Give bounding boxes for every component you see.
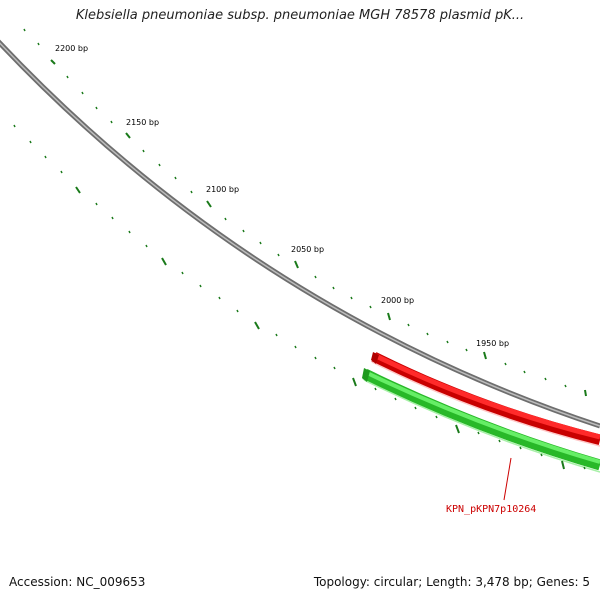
forward-feature[interactable] <box>371 352 600 447</box>
ruler-label: 2150 bp <box>126 118 159 127</box>
ruler-label: 2200 bp <box>55 44 88 53</box>
ruler-labels: 2200 bp 2150 bp 2100 bp 2050 bp 2000 bp … <box>55 44 509 348</box>
outer-tick-ruler <box>23 28 587 397</box>
ruler-label: 2100 bp <box>206 185 239 194</box>
plasmid-backbone-highlight <box>0 42 600 427</box>
ruler-label: 2000 bp <box>381 296 414 305</box>
gene-label-leader <box>503 457 512 501</box>
topology-summary: Topology: circular; Length: 3,478 bp; Ge… <box>313 575 590 589</box>
ruler-label: 2050 bp <box>291 245 324 254</box>
map-title: Klebsiella pneumoniae subsp. pneumoniae … <box>75 8 525 23</box>
ruler-label: 1950 bp <box>476 339 509 348</box>
inner-tick-ruler <box>13 124 586 470</box>
gene-label[interactable]: KPN_pKPN7p10264 <box>446 504 536 515</box>
reverse-feature[interactable] <box>362 368 600 473</box>
plasmid-backbone <box>0 39 600 429</box>
accession-label: Accession: NC_009653 <box>9 575 146 589</box>
